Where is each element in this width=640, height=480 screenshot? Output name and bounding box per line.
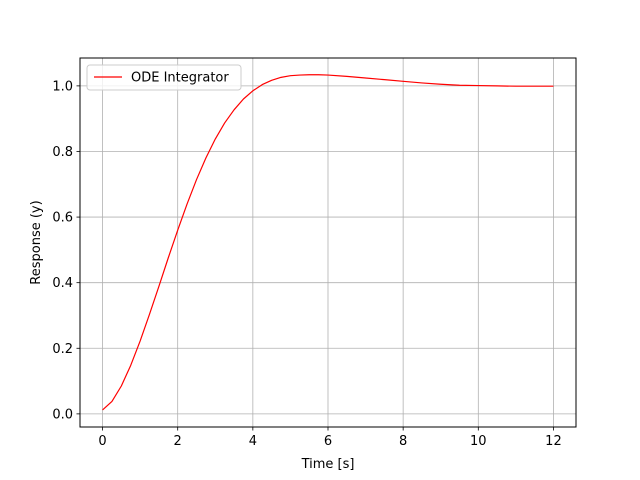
x-tick-label: 10 (470, 434, 487, 449)
x-tick-label: 6 (324, 434, 332, 449)
x-tick-label: 12 (545, 434, 562, 449)
y-axis-ticks: 0.0 0.2 0.4 0.6 0.8 1.0 (52, 79, 80, 422)
y-tick-label: 0.6 (52, 211, 73, 226)
y-tick-label: 0.2 (52, 342, 73, 357)
y-tick-label: 0.0 (52, 407, 73, 422)
y-tick-label: 1.0 (52, 79, 73, 94)
x-axis-label: Time [s] (301, 457, 355, 472)
x-tick-label: 0 (98, 434, 106, 449)
legend-entry-label: ODE Integrator (131, 71, 229, 86)
legend-box (86, 64, 242, 91)
series-layer (102, 74, 554, 411)
x-tick-label: 8 (399, 434, 407, 449)
x-tick-label: 2 (174, 434, 182, 449)
x-axis-ticks: 0 2 4 6 8 10 12 (98, 427, 562, 449)
legend: ODE Integrator (86, 64, 242, 91)
y-axis-label: Response (y) (29, 200, 44, 284)
x-tick-label: 4 (249, 434, 257, 449)
grid (80, 58, 576, 427)
y-tick-label: 0.8 (52, 145, 73, 160)
y-tick-label: 0.4 (52, 276, 73, 291)
series-line-ode-integrator (102, 74, 554, 411)
